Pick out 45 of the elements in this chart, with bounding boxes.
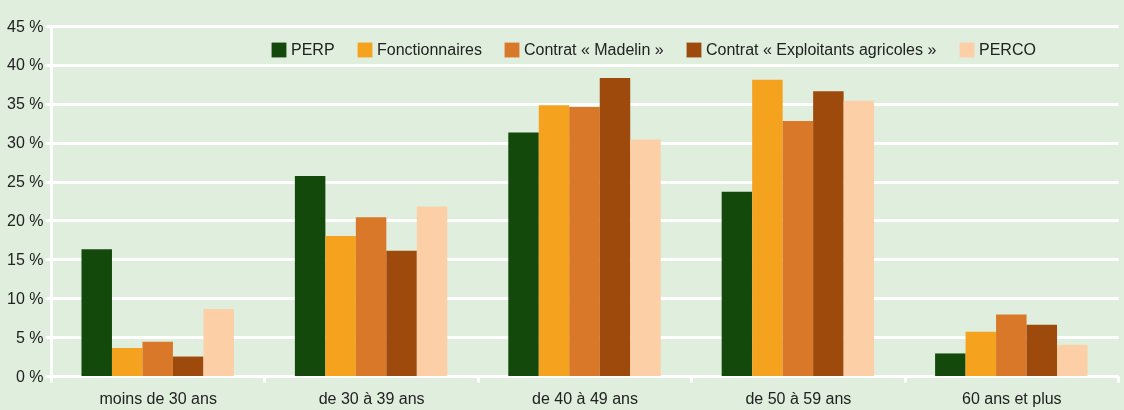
x-tick-label: de 40 à 49 ans — [532, 389, 638, 407]
y-tick-label: 35 % — [7, 95, 44, 113]
bar — [538, 105, 570, 376]
y-tick-label: 0 % — [15, 367, 44, 385]
bar — [782, 120, 814, 376]
x-tick-label: 60 ans et plus — [961, 389, 1062, 407]
bar — [508, 132, 539, 376]
bar — [142, 341, 173, 376]
bar — [630, 139, 661, 376]
bar — [1026, 324, 1058, 376]
legend-label: Fonctionnaires — [377, 41, 482, 58]
x-tick-label: moins de 30 ans — [99, 389, 217, 407]
legend-label: PERCO — [979, 41, 1036, 58]
y-tick-label: 30 % — [7, 134, 44, 152]
bar — [294, 176, 326, 376]
legend-label: Contrat « Madelin » — [524, 41, 664, 58]
bar — [965, 331, 997, 376]
bar — [996, 314, 1027, 376]
bar — [813, 91, 844, 376]
bar — [203, 309, 234, 376]
bar — [599, 78, 631, 376]
bar — [111, 348, 143, 376]
bar — [752, 79, 783, 376]
y-tick-label: 10 % — [7, 289, 44, 307]
y-tick-label: 40 % — [7, 56, 44, 74]
bar — [325, 236, 356, 376]
bar — [416, 206, 448, 376]
legend-label: Contrat « Exploitants agricoles » — [706, 41, 937, 58]
y-tick-label: 15 % — [7, 250, 44, 268]
x-tick-label: de 50 à 59 ans — [745, 389, 852, 407]
bar — [81, 249, 112, 376]
bar — [355, 217, 387, 376]
bar — [721, 191, 753, 376]
x-tick-label: de 30 à 39 ans — [318, 389, 425, 407]
bar — [843, 100, 875, 376]
y-tick-label: 45 % — [7, 17, 44, 35]
bar — [1057, 344, 1088, 376]
legend-label: PERP — [291, 41, 335, 58]
bar — [935, 353, 966, 376]
y-tick-label: 20 % — [7, 211, 44, 229]
bar — [172, 356, 204, 376]
bar — [386, 250, 417, 376]
y-tick-label: 5 % — [15, 328, 44, 346]
y-tick-label: 25 % — [7, 173, 44, 191]
bar — [569, 106, 600, 376]
